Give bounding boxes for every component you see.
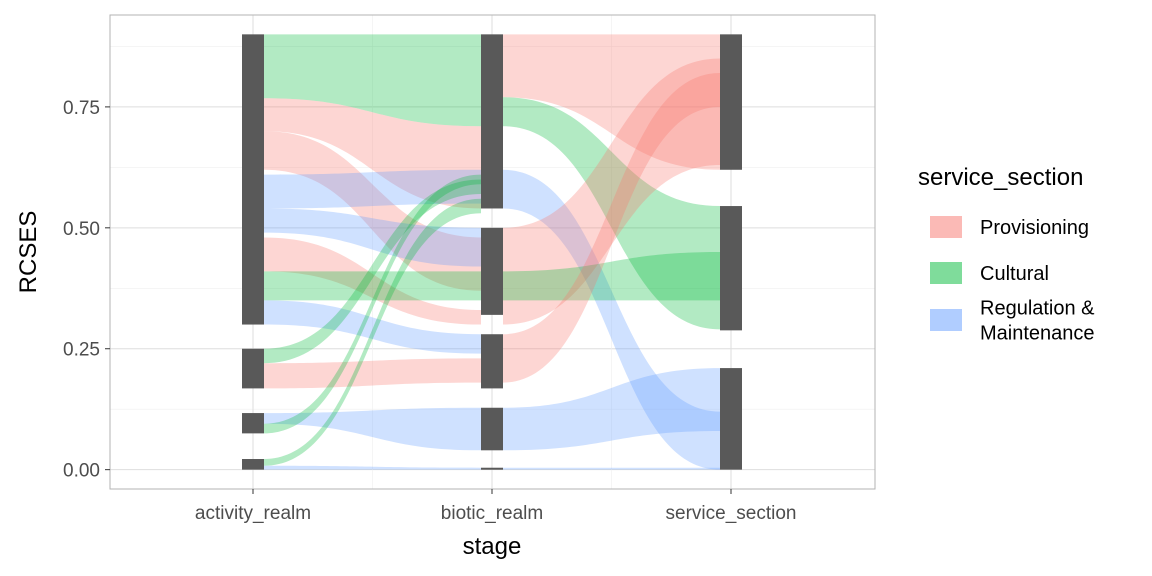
legend-label: Regulation & [980,298,1095,320]
legend-label: Maintenance [980,323,1095,345]
flow-cultural [503,252,720,301]
legend-label: Provisioning [980,217,1089,239]
flow-provisioning [264,237,481,325]
y-tick-label: 0.25 [63,340,100,361]
x-axis-ticks: activity_realm biotic_realm service_sectio… [195,489,797,524]
y-tick-label: 0.00 [63,461,100,482]
flow-provisioning [503,34,720,170]
flow-regulation-maintenance [503,169,720,470]
stratum-bar [481,227,503,315]
stratum-bar [720,368,742,470]
flow-regulation-maintenance [503,368,720,451]
flow-provisioning [503,73,720,383]
x-tick-label: activity_realm [195,503,311,524]
flow-regulation-maintenance [264,169,481,209]
flow-regulation-maintenance [503,467,720,470]
flow-provisioning [503,58,720,325]
x-tick-label: biotic_realm [441,503,543,524]
stratum-bar [481,467,503,470]
flow-regulation-maintenance [264,465,481,470]
y-axis-title: RCSES [15,211,42,294]
legend-key [930,309,962,331]
alluvium-flows [264,34,720,470]
flow-cultural [264,179,481,364]
stratum-bar [242,348,264,389]
flow-provisioning [264,98,481,209]
flow-regulation-maintenance [264,208,481,267]
flow-cultural [264,271,481,301]
stratum-bar [481,407,503,451]
legend: service_section Provisioning Cultural Regu… [918,164,1095,345]
y-tick-label: 0.50 [63,219,100,240]
flow-provisioning [264,358,481,389]
stratum-bar [242,459,264,470]
flow-regulation-maintenance [264,300,481,354]
flow-cultural [264,198,481,466]
legend-key [930,216,962,238]
stratum-bar [720,34,742,170]
stratum-bar [481,334,503,389]
y-axis-ticks: 0.00 0.25 0.50 0.75 [63,98,110,482]
legend-label: Cultural [980,263,1049,285]
y-tick-label: 0.75 [63,98,100,119]
legend-key [930,262,962,284]
flow-cultural [264,34,481,127]
flow-provisioning [264,131,481,291]
strata-bars [242,34,742,470]
flow-cultural [264,174,481,434]
x-tick-label: service_section [666,503,797,524]
stratum-bar [242,34,264,325]
flow-cultural [503,97,720,330]
stratum-bar [720,206,742,331]
stratum-bar [481,34,503,209]
flow-regulation-maintenance [264,407,481,451]
legend-title: service_section [918,164,1083,191]
stratum-bar [242,413,264,434]
x-axis-title: stage [463,533,522,560]
